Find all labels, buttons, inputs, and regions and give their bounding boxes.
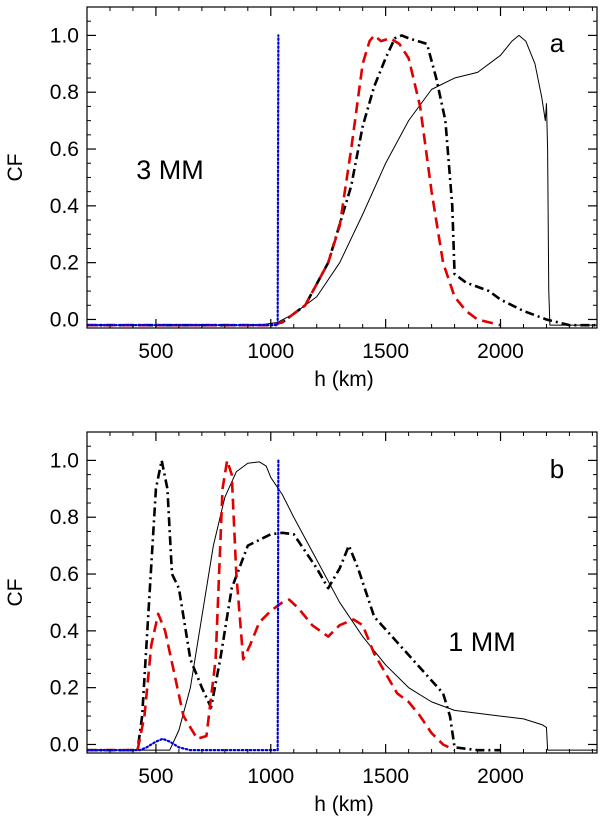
y-tick-label: 0.2 xyxy=(50,677,79,700)
series-line-solid-thin xyxy=(87,461,597,751)
series-group xyxy=(87,34,597,327)
panel-letter: a xyxy=(550,28,565,58)
x-tick-label: 2000 xyxy=(477,765,524,788)
y-axis-label: CF xyxy=(4,579,27,607)
series-line-solid-thin xyxy=(87,34,597,326)
x-tick-label: 2000 xyxy=(477,340,524,363)
series-line-dashed-thick xyxy=(87,459,456,752)
y-tick-label: 1.0 xyxy=(50,24,79,47)
y-tick-label: 0.6 xyxy=(50,563,79,586)
panel-letter: b xyxy=(550,454,564,484)
x-tick-label: 1000 xyxy=(247,765,294,788)
x-tick-label: 500 xyxy=(138,765,173,788)
y-tick-label: 0.0 xyxy=(50,733,79,756)
plot-frame xyxy=(86,6,598,329)
y-tick-label: 0.2 xyxy=(50,252,79,275)
x-axis-label: h (km) xyxy=(314,793,374,816)
x-tick-label: 1000 xyxy=(247,340,294,363)
y-tick-label: 0.8 xyxy=(50,506,79,529)
chart-panel-a: 500 1000 1500 2000 0.0 0.2 0.4 0.6 0.8 1.0 h (km) C… xyxy=(4,6,598,391)
y-tick-label: 0.8 xyxy=(50,81,79,104)
y-axis-label: CF xyxy=(4,154,27,182)
panel-annotation: 3 MM xyxy=(136,155,204,185)
series-line-dotted xyxy=(87,34,280,327)
series-group xyxy=(87,459,597,752)
y-tick-label: 1.0 xyxy=(50,449,79,472)
y-tick-label: 0.4 xyxy=(50,620,80,643)
panel-annotation: 1 MM xyxy=(448,627,516,657)
x-tick-label: 500 xyxy=(138,340,173,363)
series-line-dash-dot-thick xyxy=(87,459,501,752)
plot-frame xyxy=(86,431,598,754)
series-line-dashed-thick xyxy=(87,34,501,327)
y-tick-label: 0.6 xyxy=(50,138,79,161)
x-tick-label: 1500 xyxy=(362,765,409,788)
series-line-dotted xyxy=(87,459,280,752)
x-tick-label: 1500 xyxy=(362,340,409,363)
x-axis-label: h (km) xyxy=(314,368,374,391)
y-tick-label: 0.4 xyxy=(50,195,80,218)
y-tick-label: 0.0 xyxy=(50,308,79,331)
chart-panel-b: 500 1000 1500 2000 0.0 0.2 0.4 0.6 0.8 1.0 h (km) C… xyxy=(4,431,598,816)
